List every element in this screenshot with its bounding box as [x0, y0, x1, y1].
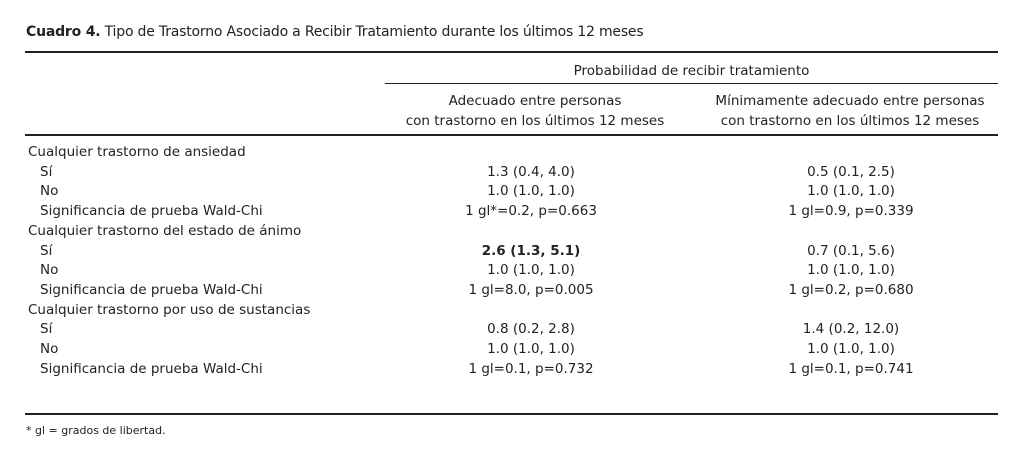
col1-header: Adecuado entre personas con trastorno en… [380, 91, 690, 131]
cell-minimamente-adecuado: 0.7 (0.1, 5.6) [807, 242, 895, 259]
row-label: Cualquier trastorno de ansiedad [28, 144, 246, 160]
cell-minimamente-adecuado: 1.0 (1.0, 1.0) [807, 183, 895, 200]
cell-minimamente-adecuado: 1 gl=0.1, p=0.741 [788, 360, 914, 377]
row-label: Cualquier trastorno por uso de sustancia… [28, 301, 311, 318]
row-label: Sí [40, 242, 53, 259]
table-row: Sí 2.6 (1.3, 5.1) 0.7 (0.1, 5.6) [26, 242, 998, 262]
cell-minimamente-adecuado: 0.5 (0.1, 2.5) [807, 163, 895, 180]
table-row: Sí 0.8 (0.2, 2.8) 1.4 (0.2, 12.0) [26, 320, 998, 340]
row-label: Significancia de prueba Wald-Chi [40, 360, 263, 377]
top-rule [25, 51, 998, 53]
table-caption: Cuadro 4. Tipo de Trastorno Asociado a R… [26, 24, 644, 40]
cell-adecuado: 1.3 (0.4, 4.0) [487, 163, 575, 180]
group-rule [385, 83, 998, 84]
cell-adecuado: 1.0 (1.0, 1.0) [487, 341, 575, 357]
cell-minimamente-adecuado: 1.0 (1.0, 1.0) [807, 262, 895, 279]
col2-header-line2: con trastorno en los últimos 12 meses [720, 113, 980, 129]
table-row: No 1.0 (1.0, 1.0) 1.0 (1.0, 1.0) [26, 182, 998, 202]
table-row: Significancia de prueba Wald-Chi 1 gl=0.1… [26, 360, 998, 380]
row-label: Sí [40, 163, 53, 180]
cell-adecuado: 1.0 (1.0, 1.0) [487, 262, 575, 279]
col1-header-line1: Adecuado entre personas [448, 93, 622, 109]
cell-adecuado: 0.8 (0.2, 2.8) [487, 321, 575, 338]
table-row: Sí 1.3 (0.4, 4.0) 0.5 (0.1, 2.5) [26, 163, 998, 183]
cell-minimamente-adecuado: 1.4 (0.2, 12.0) [802, 321, 900, 338]
group-header: Probabilidad de recibir tratamiento [573, 63, 810, 79]
caption-label: Cuadro 4. [26, 24, 101, 40]
cell-minimamente-adecuado: 1 gl=0.9, p=0.339 [788, 203, 914, 220]
row-label: No [40, 262, 59, 279]
table-row: No 1.0 (1.0, 1.0) 1.0 (1.0, 1.0) [26, 261, 998, 281]
caption-text: Tipo de Trastorno Asociado a Recibir Tra… [104, 24, 644, 40]
row-label: Sí [40, 321, 53, 338]
header-rule [25, 134, 998, 136]
row-label: No [40, 183, 59, 200]
row-label: Significancia de prueba Wald-Chi [40, 281, 263, 298]
cell-adecuado: 1 gl=0.1, p=0.732 [468, 360, 594, 377]
col1-header-line2: con trastorno en los últimos 12 meses [405, 113, 665, 129]
row-label: Significancia de prueba Wald-Chi [40, 203, 263, 220]
group-row: Cualquier trastorno por uso de sustancia… [26, 301, 998, 321]
group-row: Cualquier trastorno de ansiedad [26, 143, 998, 163]
group-row: Cualquier trastorno del estado de ánimo [26, 222, 998, 242]
cell-adecuado: 2.6 (1.3, 5.1) [481, 242, 581, 259]
cell-adecuado: 1 gl=8.0, p=0.005 [468, 281, 594, 298]
bottom-rule [25, 413, 998, 415]
table-row: No 1.0 (1.0, 1.0) 1.0 (1.0, 1.0) [26, 340, 998, 360]
cell-adecuado: 1.0 (1.0, 1.0) [487, 183, 575, 200]
footnote: * gl = grados de libertad. [26, 424, 166, 437]
cell-minimamente-adecuado: 1 gl=0.2, p=0.680 [788, 281, 914, 298]
row-label: Cualquier trastorno del estado de ánimo [28, 222, 302, 239]
cell-adecuado: 1 gl*=0.2, p=0.663 [465, 203, 597, 220]
col2-header: Mínimamente adecuado entre personas con … [700, 91, 1000, 131]
row-label: No [40, 341, 59, 357]
table-row: Significancia de prueba Wald-Chi 1 gl*=0.… [26, 202, 998, 222]
cell-minimamente-adecuado: 1.0 (1.0, 1.0) [807, 341, 895, 357]
col2-header-line1: Mínimamente adecuado entre personas [715, 93, 985, 109]
table-row: Significancia de prueba Wald-Chi 1 gl=8.0… [26, 281, 998, 301]
